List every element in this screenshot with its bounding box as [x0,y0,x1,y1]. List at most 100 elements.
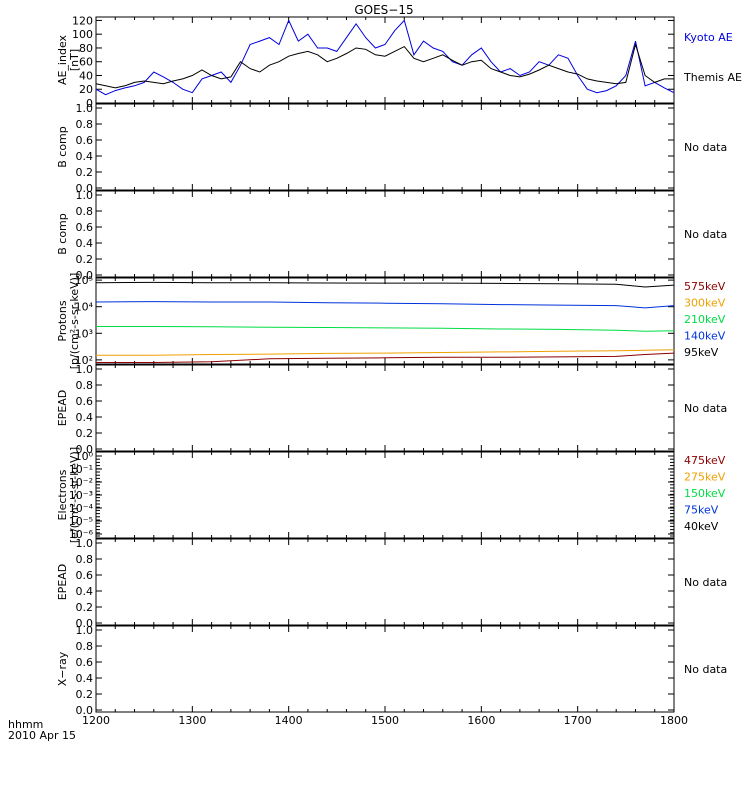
no-data-label: No data [684,663,727,676]
ytick-label: 0.2 [76,427,94,440]
legend-210kev: 210keV [684,313,726,326]
ytick-label: 0.8 [76,640,94,653]
series-protons-140kev [95,301,675,309]
ylabel: [nT] [68,49,81,71]
legend-275kev: 275keV [684,471,726,484]
ylabel: B comp [56,126,69,168]
ytick-label: 0.0 [76,704,94,717]
footer-date: 2010 Apr 15 [8,729,76,742]
no-data-label: No data [684,141,727,154]
panel-frame [95,16,675,104]
ytick-label: 1.0 [76,624,94,637]
panel-epead2: 0.0 0.2 0.4 0.6 0.8 1.0 EPEAD No data [56,537,727,630]
legend-kyoto-ae: Kyoto AE [684,31,733,44]
ylabel: EPEAD [56,390,69,427]
ytick-label: 0.0 [76,443,94,456]
ytick-label: 10⁵ [75,274,93,287]
legend-140kev: 140keV [684,330,726,343]
ytick-label: 20 [79,83,93,96]
ytick-label: 0.0 [76,182,94,195]
ytick-label: 0.0 [76,269,94,282]
legend-75kev: 75keV [684,504,719,517]
ytick-label: 0.2 [76,166,94,179]
ytick-label: 80 [79,42,93,55]
xtick-label: 1400 [275,714,303,727]
panel-frame [95,538,675,626]
panel-frame [95,190,675,278]
series-ae-themis-ae [95,42,674,89]
xtick-label: 1800 [660,714,688,727]
ytick-label: 40 [79,69,93,82]
ytick-label: 0.2 [76,688,94,701]
footer-hhmm: hhmm [8,718,43,731]
ytick-label: 0.8 [76,379,94,392]
legend-300kev: 300keV [684,297,726,310]
ytick-label: 0.4 [76,411,94,424]
ytick-label: 1.0 [76,102,94,115]
ytick-label: 0.4 [76,150,94,163]
ytick-label: 0 [86,97,93,110]
panel-frame [95,364,675,452]
series-protons-95kev [95,281,675,288]
panel-epead1: 0.0 0.2 0.4 0.6 0.8 1.0 EPEAD No data [56,363,727,456]
chart-title: GOES−15 [354,3,413,17]
panel-xray: 0.0 0.2 0.4 0.6 0.8 1.0 X−ray No data [56,624,727,717]
series-protons-210kev [96,326,675,332]
ytick-label: 1.0 [76,189,94,202]
ytick-label: 60 [79,56,93,69]
ylabel: AE_index [56,34,69,85]
xtick-label: 1200 [82,714,110,727]
legend-40kev: 40keV [684,520,719,533]
ytick-label: 0.4 [76,672,94,685]
ytick-label: 1.0 [76,537,94,550]
ytick-label: 10⁻⁶ [69,528,94,541]
panel-frame [95,103,675,191]
ytick-label: 10⁻² [69,476,93,489]
ytick-label: 0.2 [76,253,94,266]
ylabel: Electrons [56,469,69,520]
ytick-label: 0.8 [76,118,94,131]
ytick-label: 0.6 [76,569,94,582]
legend-themis-ae: Themis AE [683,71,742,84]
ytick-label: 0.0 [76,617,94,630]
panel-frame [95,451,675,539]
ylabel: [p/(cm²-s-sr-keV)] [68,273,81,370]
xtick-label: 1500 [371,714,399,727]
ytick-label: 0.4 [76,237,94,250]
no-data-label: No data [684,576,727,589]
ytick-label: 0.2 [76,601,94,614]
ytick-label: 0.8 [76,553,94,566]
series-protons-575kev [96,352,675,363]
ytick-label: 0.6 [76,656,94,669]
no-data-label: No data [684,402,727,415]
ytick-label: 10⁻¹ [69,463,93,476]
ytick-label: 10⁻⁴ [69,502,94,515]
legend-475kev: 475keV [684,454,726,467]
ytick-label: 10⁰ [75,450,94,463]
panel-frame [95,625,675,713]
panel-b1: 0.0 0.2 0.4 0.6 0.8 1.0 B comp No data [56,102,727,195]
ytick-label: 1.0 [76,363,94,376]
ytick-label: 0.4 [76,585,94,598]
ylabel: X−ray [56,651,69,686]
xtick-label: 1300 [178,714,206,727]
panel-b2: 0.0 0.2 0.4 0.6 0.8 1.0 B comp No data [56,189,727,282]
ytick-label: 0.6 [76,221,94,234]
ytick-label: 10² [75,354,93,367]
ylabel: Protons [56,300,69,341]
panel-protons: 10² 10³ 10⁴ 10⁵ Protons [p/(cm²-s-sr-keV)] 575… [56,273,726,370]
xtick-label: 1700 [564,714,592,727]
legend-95kev: 95keV [684,346,719,359]
ytick-label: 100 [72,28,93,41]
legend-150kev: 150keV [684,487,726,500]
ytick-label: 10³ [75,327,93,340]
series-ae-kyoto-ae [95,19,675,96]
ytick-label: 0.6 [76,134,94,147]
series-protons-300kev [96,349,675,356]
ytick-label: 10⁻⁵ [69,515,93,528]
xtick-label: 1600 [467,714,495,727]
ylabel: B comp [56,213,69,255]
legend-575kev: 575keV [684,280,726,293]
